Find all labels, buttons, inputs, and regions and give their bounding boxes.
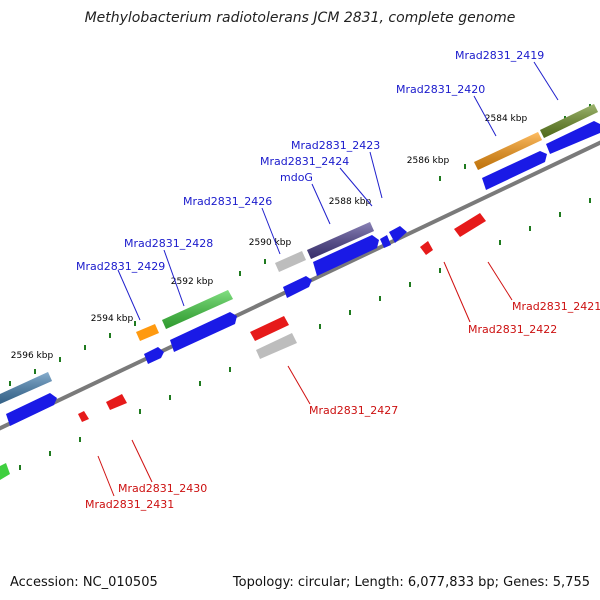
feature-mrad2831-2428[interactable]	[162, 290, 233, 329]
feature-mrad2831-2419[interactable]	[540, 104, 598, 138]
gene-label-mrad2831-2431[interactable]: Mrad2831_2431	[85, 498, 174, 511]
gene-label-mrad2831-2427[interactable]: Mrad2831_2427	[309, 404, 398, 417]
feature-mrad2831-2430[interactable]	[106, 394, 127, 410]
cds-arrow[interactable]	[380, 235, 391, 248]
scale-label: 2586 kbp	[407, 156, 450, 166]
plus-feature-lane	[0, 104, 598, 404]
feature-left-green[interactable]	[0, 463, 10, 480]
feature-mrad2831-2427[interactable]	[250, 316, 289, 341]
feature-mrad2831-2420[interactable]	[474, 132, 542, 170]
cds-arrow[interactable]	[313, 235, 379, 276]
accession-label: Accession: NC_010505	[10, 575, 158, 590]
cds-arrow[interactable]	[482, 151, 547, 190]
gene-label-mrad2831-2420[interactable]: Mrad2831_2420	[396, 83, 485, 96]
cds-arrow[interactable]	[144, 347, 164, 364]
feature-mrad2831-2426[interactable]	[275, 251, 306, 272]
gene-label-mrad2831-2426[interactable]: Mrad2831_2426	[183, 195, 272, 208]
genome-summary: Topology: circular; Length: 6,077,833 bp…	[232, 575, 590, 590]
cds-arrow[interactable]	[546, 121, 600, 154]
gene-label-mrad2831-2428[interactable]: Mrad2831_2428	[124, 237, 213, 250]
gene-label-mrad2831-2429[interactable]: Mrad2831_2429	[76, 260, 165, 273]
scale-label: 2596 kbp	[11, 351, 54, 361]
scale-label: 2590 kbp	[249, 238, 292, 248]
feature-mdog[interactable]	[307, 222, 374, 259]
minus-leader-lines	[97, 261, 513, 497]
feature-left-steel[interactable]	[0, 372, 52, 404]
cds-arrow[interactable]	[170, 312, 237, 352]
feature-mrad2831-2427-gray[interactable]	[256, 333, 297, 359]
feature-mrad2831-2422[interactable]	[420, 241, 433, 255]
cds-arrow[interactable]	[6, 393, 57, 426]
cds-arrow[interactable]	[283, 276, 312, 298]
scale-label: 2588 kbp	[329, 197, 372, 207]
gene-label-mrad2831-2424[interactable]: Mrad2831_2424	[260, 155, 349, 168]
gene-label-mrad2831-2422[interactable]: Mrad2831_2422	[468, 323, 557, 336]
map-title: Methylobacterium radiotolerans JCM 2831,…	[85, 10, 516, 26]
feature-mrad2831-2421[interactable]	[454, 213, 486, 237]
scale-label: 2592 kbp	[171, 277, 214, 287]
gene-label-mdog[interactable]: mdoG	[280, 171, 313, 184]
gene-label-mrad2831-2423[interactable]: Mrad2831_2423	[291, 139, 380, 152]
gene-label-mrad2831-2419[interactable]: Mrad2831_2419	[455, 49, 544, 62]
minus-feature-lane	[0, 213, 486, 480]
gene-label-mrad2831-2421[interactable]: Mrad2831_2421	[512, 300, 600, 313]
gene-label-mrad2831-2430[interactable]: Mrad2831_2430	[118, 482, 207, 495]
feature-mrad2831-2429[interactable]	[136, 324, 159, 341]
feature-mrad2831-2431[interactable]	[78, 411, 89, 422]
inner-tick-row	[19, 198, 591, 470]
scale-label: 2594 kbp	[91, 314, 134, 324]
scale-label: 2584 kbp	[485, 114, 528, 124]
plus-leader-lines	[117, 61, 559, 321]
cds-arrow[interactable]	[389, 226, 407, 243]
plus-arrow-lane	[6, 121, 600, 426]
